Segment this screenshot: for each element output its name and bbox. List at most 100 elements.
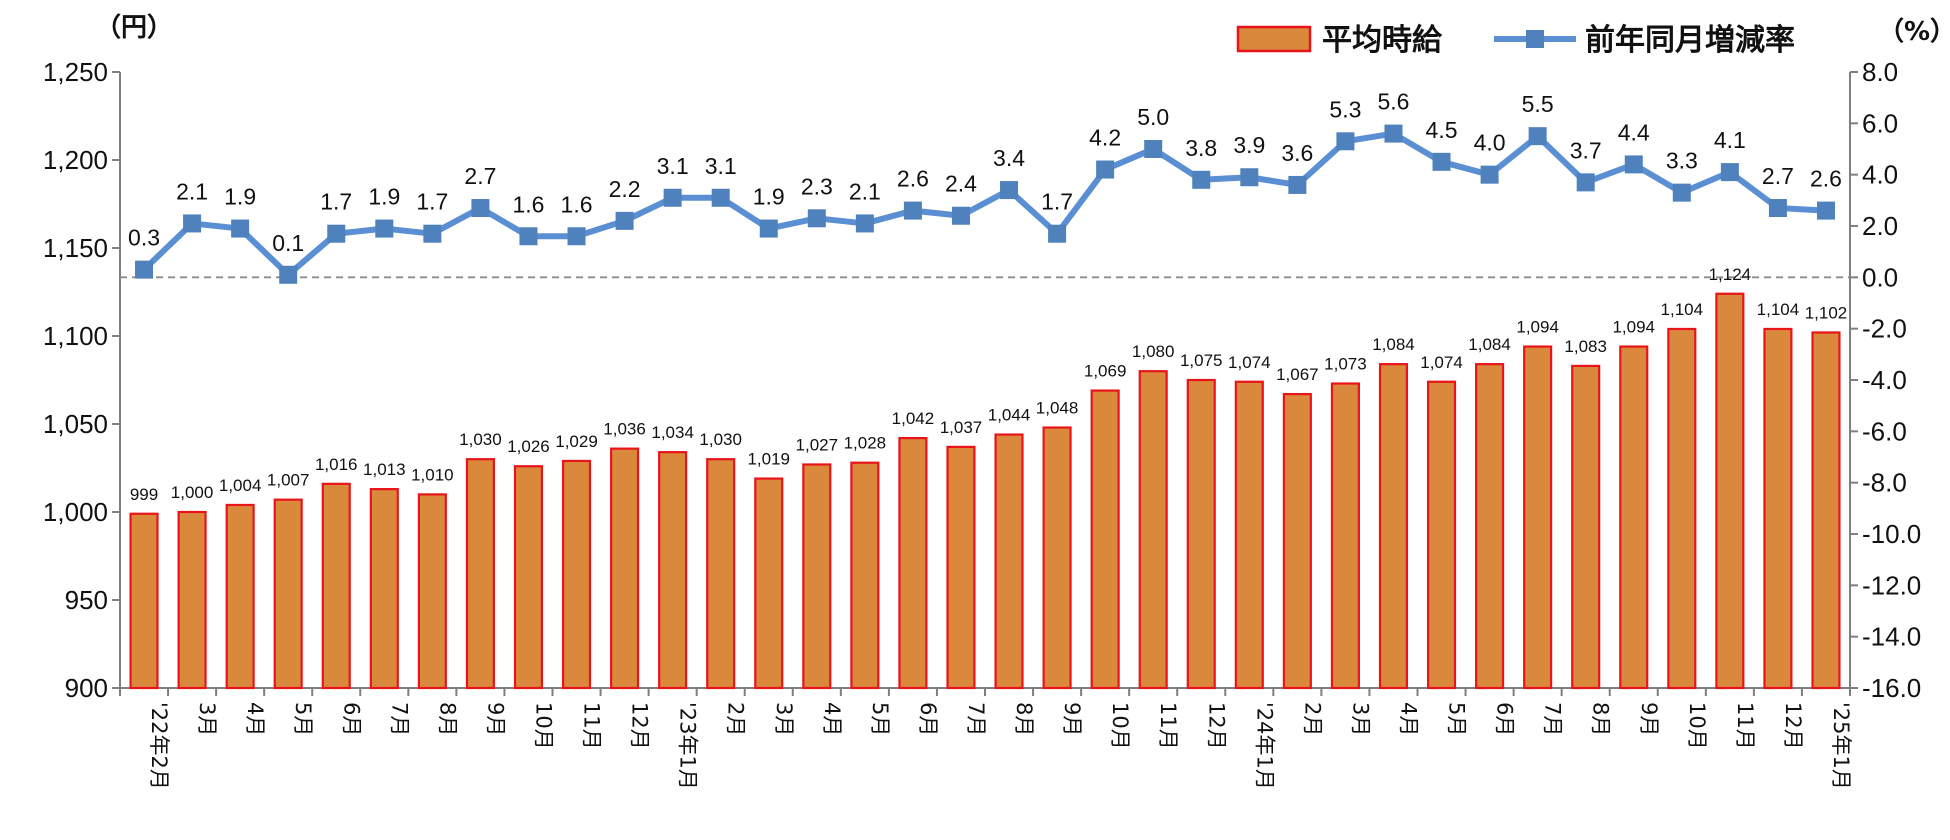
category-label: 10月 [1685, 702, 1709, 750]
bar [1811, 331, 1841, 690]
bar-data-label: 1,030 [699, 430, 742, 449]
line-marker [1624, 155, 1643, 174]
category-labels: '22年2月 3月 4月 5月 6月 7月 8月 9月 10月 11月 12月 '23年1月 2月 3月 4… [147, 702, 1853, 790]
line-marker [1480, 165, 1499, 184]
category-label: 6月 [339, 702, 363, 736]
bar-data-label: 1,094 [1612, 318, 1655, 337]
bar-data-label: 1,124 [1709, 265, 1752, 284]
category-label: 9月 [1060, 702, 1084, 736]
category-label: 5月 [868, 702, 892, 736]
line-marker [951, 206, 970, 225]
bar [177, 510, 207, 690]
legend-bar-swatch [1236, 25, 1312, 53]
bar-data-label: 999 [130, 485, 158, 504]
line-data-label: 1.6 [512, 191, 544, 217]
bar-data-label: 1,007 [267, 471, 310, 490]
bar-data-label: 1,030 [459, 430, 502, 449]
category-label: 12月 [1204, 702, 1228, 750]
bar [1426, 380, 1457, 690]
bar [1186, 378, 1216, 690]
left-unit-label: （円） [95, 13, 173, 43]
bar-data-label: 1,029 [555, 432, 598, 451]
line-marker [327, 224, 346, 243]
bar [658, 451, 688, 690]
line-marker [1288, 175, 1307, 194]
line-marker [1192, 170, 1211, 189]
line-marker [1576, 173, 1595, 192]
category-label: 2月 [724, 702, 748, 736]
line-marker [1720, 163, 1739, 182]
line-data-label: 4.2 [1089, 125, 1121, 151]
line-marker [1384, 124, 1403, 143]
line-marker [279, 265, 298, 284]
legend-line-label: 前年同月増減率 [1585, 23, 1795, 58]
category-label: 9月 [483, 702, 507, 736]
bar [1330, 382, 1360, 690]
bar [802, 463, 832, 690]
line-data-label: 1.7 [320, 189, 352, 215]
line-marker [1816, 201, 1835, 220]
bar [1042, 426, 1072, 690]
line-data-label: 2.4 [945, 171, 977, 197]
bar [1138, 370, 1168, 690]
category-label: 4月 [243, 702, 267, 736]
category-label: 5月 [1445, 702, 1469, 736]
right-unit-label: （%） [1878, 17, 1950, 47]
bar [1571, 364, 1601, 690]
bar-data-label: 1,042 [892, 409, 935, 428]
line-data-label: 5.6 [1377, 89, 1409, 115]
bar-data-labels: 999 1,000 1,004 1,007 1,016 1,013 1,010 1,030 1,… [130, 265, 1847, 504]
category-label: 4月 [820, 702, 844, 736]
bar [1090, 389, 1120, 690]
category-label: 7月 [964, 702, 988, 736]
bar [610, 447, 640, 690]
bar [321, 482, 351, 690]
right-tick-label: -14.0 [1862, 622, 1921, 652]
category-label: '25年1月 [1829, 702, 1853, 790]
left-tick-label: 1,050 [43, 409, 108, 439]
category-label: '22年2月 [147, 702, 171, 790]
line-marker [711, 188, 730, 207]
category-label: 6月 [1493, 702, 1517, 736]
bar [465, 458, 495, 690]
bar [129, 512, 159, 690]
bar [1378, 363, 1409, 690]
line-data-labels: 0.3 2.1 1.9 0.1 1.7 1.9 1.7 2.7 1.6 1.6 2.2 3.1 3.1 1… [128, 89, 1842, 256]
category-label: 12月 [628, 702, 652, 750]
line-data-label: 3.3 [1666, 148, 1698, 174]
right-tick-label: -4.0 [1862, 365, 1907, 395]
bar [273, 498, 303, 690]
category-label: 8月 [1589, 702, 1613, 736]
line-data-label: 1.7 [1041, 189, 1073, 215]
bar [994, 433, 1024, 690]
line-marker [1672, 183, 1691, 202]
right-tick-label: 2.0 [1862, 211, 1898, 241]
bar [1475, 363, 1505, 690]
category-label: '23年1月 [676, 702, 700, 790]
category-label: 10月 [531, 702, 555, 750]
line-marker [1144, 140, 1163, 158]
line-marker [855, 214, 874, 233]
category-label: 7月 [1541, 702, 1565, 736]
bar-data-label: 1,027 [796, 435, 839, 454]
line-data-label: 1.6 [561, 191, 593, 217]
line-marker [903, 201, 922, 220]
line-data-label: 1.9 [368, 184, 400, 210]
bar-data-label: 1,083 [1564, 337, 1607, 356]
line-marker [1096, 160, 1115, 179]
bar-data-label: 1,034 [651, 423, 694, 442]
line-data-label: 3.4 [993, 145, 1025, 171]
bar-data-label: 1,102 [1805, 303, 1848, 322]
line-data-label: 3.9 [1233, 132, 1265, 158]
line-data-label: 5.3 [1329, 96, 1361, 122]
category-label: 10月 [1108, 702, 1132, 750]
line-data-label: 1.9 [753, 184, 785, 210]
bar-data-label: 1,074 [1228, 353, 1271, 372]
right-tick-label: -2.0 [1862, 314, 1907, 344]
category-label: 2月 [1300, 702, 1324, 736]
bar [1763, 327, 1793, 690]
category-label: 6月 [916, 702, 940, 736]
line-data-label: 2.7 [464, 163, 496, 189]
category-label: 9月 [1637, 702, 1661, 736]
